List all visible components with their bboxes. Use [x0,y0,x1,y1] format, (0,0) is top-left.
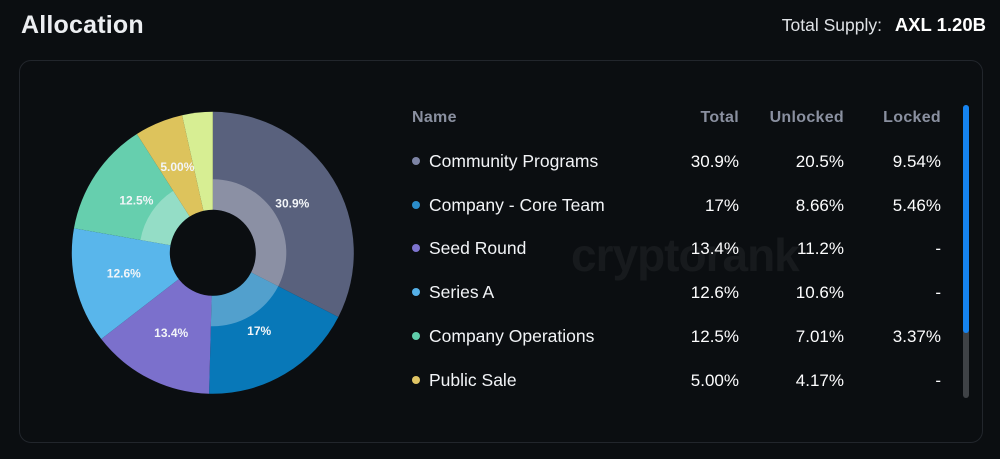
svg-text:12.5%: 12.5% [119,194,153,208]
svg-text:17%: 17% [247,324,271,338]
svg-text:12.6%: 12.6% [107,266,141,280]
svg-text:13.4%: 13.4% [154,326,188,340]
svg-text:5.00%: 5.00% [160,160,194,174]
svg-text:30.9%: 30.9% [275,197,309,211]
